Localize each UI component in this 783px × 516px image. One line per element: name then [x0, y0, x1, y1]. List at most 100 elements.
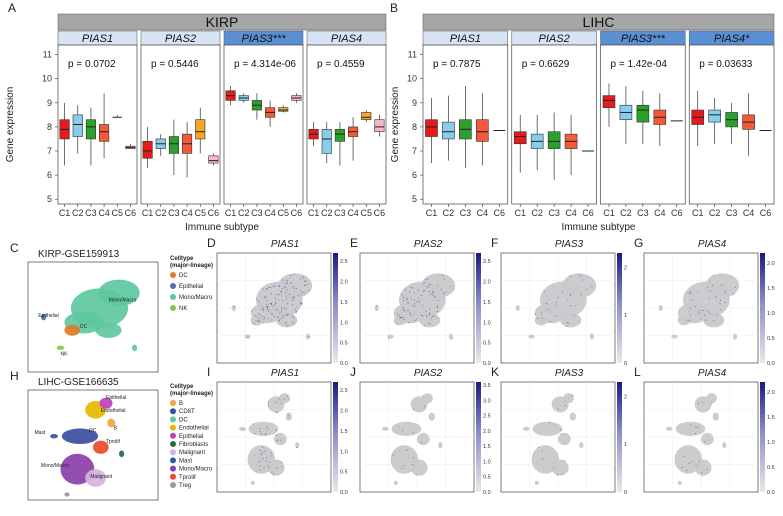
- expression-dot: [253, 323, 255, 325]
- expression-dot: [413, 299, 415, 301]
- expression-dot: [303, 292, 305, 294]
- x-tick-label: C6: [582, 208, 594, 218]
- box-c6: [208, 153, 219, 166]
- box-c2: [72, 105, 83, 154]
- expression-dot: [557, 297, 559, 299]
- expression-dot: [285, 279, 288, 281]
- y-tick-label: 10: [407, 74, 417, 84]
- expression-dot: [278, 398, 280, 400]
- color-scale-bar: [476, 382, 481, 492]
- expression-dot: [705, 319, 707, 321]
- expression-dot: [278, 320, 281, 322]
- facet-pias4: PIAS4 p = 0.4559 C1 C2 C3 C4 C5 C6: [306, 30, 387, 218]
- box-body: [476, 119, 489, 142]
- cluster-blob: [99, 397, 113, 409]
- box-panel-B: B LIHC 5 6 7 8 9 10 11 Gene expression Immune subt…: [390, 1, 775, 233]
- expression-dot: [262, 308, 265, 310]
- x-tick-label: C4: [98, 208, 110, 218]
- x-tick-label: C3: [637, 208, 649, 218]
- color-scale-tick: 0.0: [767, 361, 775, 367]
- expression-dot: [301, 276, 303, 278]
- expression-dot: [401, 467, 403, 469]
- box-c3: [459, 85, 472, 168]
- expression-dot: [254, 433, 256, 435]
- p-value: p = 0.0702: [68, 59, 116, 70]
- x-tick-label: C2: [72, 208, 84, 218]
- cell-cloud: [438, 442, 443, 449]
- expression-dot: [407, 321, 410, 324]
- expression-dot: [427, 278, 429, 280]
- y-axis-label: Gene expression: [5, 87, 16, 163]
- expression-dot: [288, 415, 290, 417]
- expression-dot: [286, 280, 288, 282]
- expression-dot: [569, 275, 571, 277]
- x-tick-label: C4: [477, 208, 489, 218]
- expression-dot: [709, 281, 711, 283]
- expression-dot: [276, 294, 278, 296]
- box-c4: [653, 93, 667, 147]
- expression-dot: [270, 302, 273, 305]
- legend-swatch: [170, 457, 176, 464]
- expression-dot: [255, 320, 257, 322]
- facet-pias1: PIAS1 p = 0.0702 C1 C2 C3 C4 C5 C6: [57, 30, 138, 218]
- expression-dot: [260, 449, 262, 451]
- box-c4: [265, 100, 276, 127]
- expression-dot: [402, 300, 405, 302]
- cell-cloud: [428, 412, 436, 421]
- cell-cloud: [421, 273, 456, 298]
- y-tick-label: 8: [412, 122, 417, 132]
- expression-dot: [276, 467, 278, 469]
- expression-dot: [266, 306, 268, 308]
- expression-dot: [549, 321, 552, 323]
- expression-dot: [586, 289, 588, 291]
- expression-dot: [264, 433, 267, 436]
- expression-dot: [406, 298, 408, 301]
- feature-gene-title: PIAS4: [698, 239, 727, 250]
- panel-letter: J: [350, 365, 356, 379]
- legend-swatch: [170, 400, 176, 406]
- expression-dot: [429, 312, 431, 314]
- color-scale-tick: 1.5: [340, 429, 348, 435]
- cluster-blob: [64, 324, 80, 336]
- expression-dot: [418, 302, 420, 304]
- color-scale-tick: 1.0: [340, 449, 348, 455]
- expression-dot: [271, 313, 273, 315]
- expression-dot: [429, 308, 431, 310]
- expression-dot: [713, 275, 715, 277]
- expression-dot: [300, 294, 302, 296]
- expression-dot: [285, 313, 287, 316]
- cell-cloud: [374, 304, 379, 312]
- expression-dot: [688, 292, 690, 294]
- legend-label: B: [179, 401, 183, 407]
- color-scale-bar: [476, 253, 481, 363]
- legend-label: Epithelial: [179, 434, 203, 440]
- x-tick-label: C5: [277, 208, 289, 218]
- expression-dot: [287, 289, 289, 291]
- color-scale-bar: [617, 253, 622, 363]
- expression-dot: [690, 461, 693, 463]
- expression-dot: [724, 293, 726, 295]
- y-tick-label: 6: [412, 170, 417, 180]
- cell-cloud: [422, 393, 433, 404]
- expression-dot: [423, 289, 425, 292]
- expression-dot: [256, 316, 258, 318]
- expression-dot: [425, 315, 427, 317]
- expression-dot: [708, 297, 710, 299]
- legend-title: Celltype: [170, 384, 194, 390]
- y-tick-label: 10: [42, 74, 52, 84]
- expression-dot: [305, 280, 307, 283]
- box-c3: [251, 93, 262, 120]
- facet-frame: [57, 44, 138, 205]
- expression-dot: [267, 466, 270, 469]
- expression-dot: [733, 293, 735, 295]
- expression-dot: [273, 473, 275, 475]
- expression-dot: [280, 318, 282, 320]
- legend-swatch: [170, 432, 176, 439]
- expression-dot: [422, 315, 424, 317]
- x-tick-label: C3: [548, 208, 560, 218]
- expression-dot: [440, 288, 442, 290]
- expression-dot: [421, 294, 423, 296]
- legend-swatch: [170, 449, 176, 456]
- expression-dot: [263, 318, 265, 320]
- panel-letter: F: [491, 236, 498, 250]
